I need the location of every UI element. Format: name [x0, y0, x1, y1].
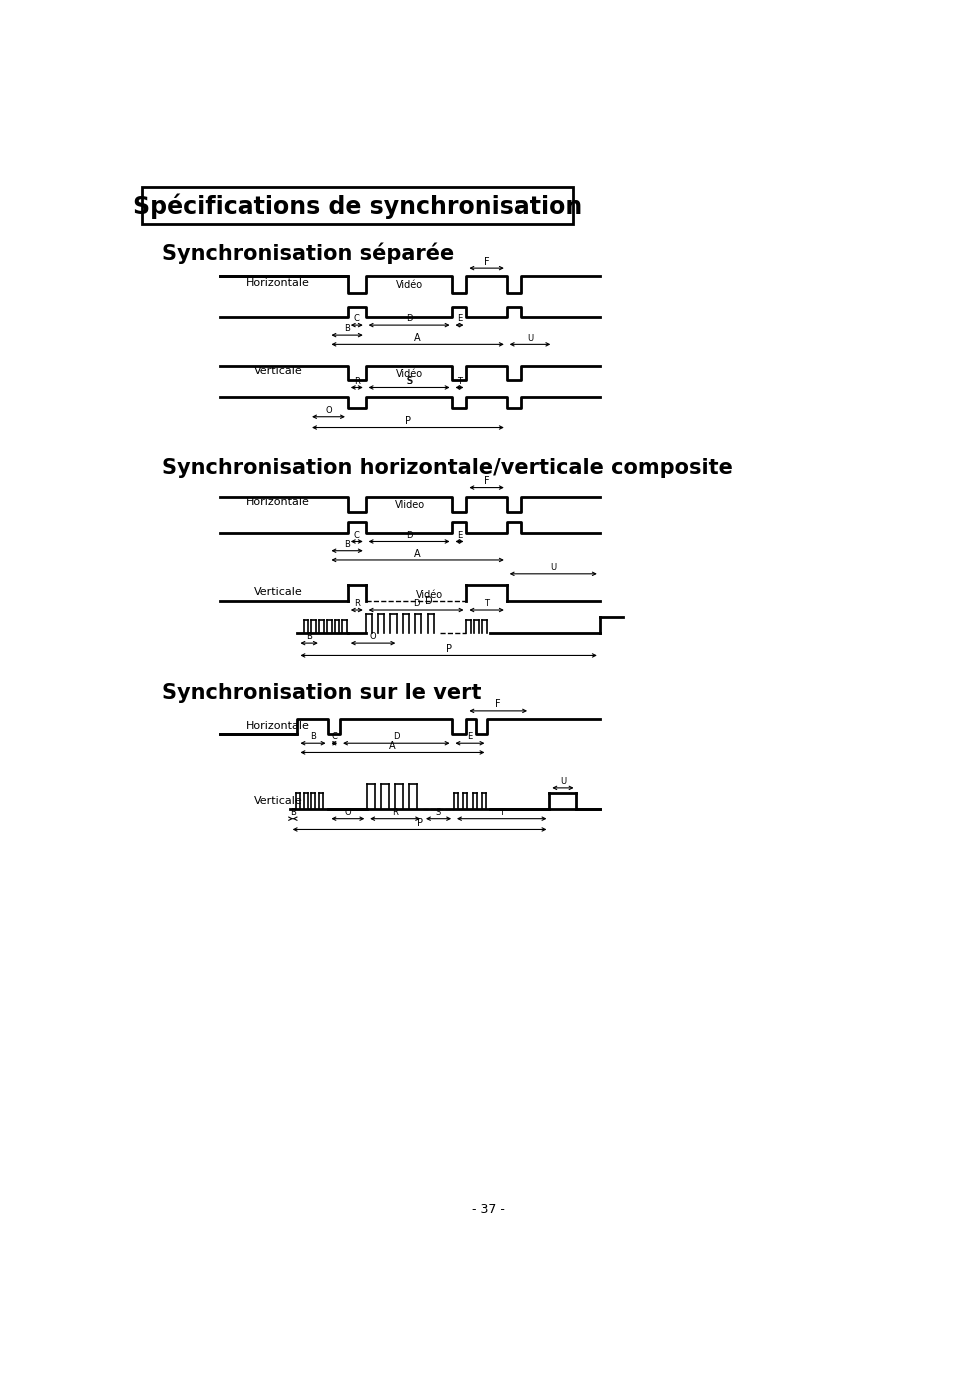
Text: A: A [414, 333, 420, 344]
Bar [142, 188, 572, 224]
Text: U: U [526, 334, 533, 342]
Text: Vidéo: Vidéo [395, 369, 423, 380]
Text: Synchronisation sur le vert: Synchronisation sur le vert [162, 684, 481, 703]
Text: T: T [483, 599, 489, 609]
Text: P: P [445, 645, 451, 655]
Text: E: E [456, 530, 461, 540]
Text: Horizontale: Horizontale [246, 721, 310, 732]
Text: Vidéo: Vidéo [416, 590, 442, 599]
Text: O: O [344, 808, 351, 818]
Text: R: R [392, 808, 397, 818]
Text: S: S [436, 808, 440, 818]
Text: Synchronisation séparée: Synchronisation séparée [162, 243, 454, 264]
Text: B: B [290, 808, 295, 818]
Text: F: F [483, 257, 489, 267]
Text: P: P [404, 416, 411, 427]
Text: Spécifications de synchronisation: Spécifications de synchronisation [132, 193, 581, 218]
Text: D: D [393, 732, 399, 740]
Text: F: F [483, 476, 489, 486]
Text: S: S [406, 376, 413, 385]
Text: Verticale: Verticale [253, 587, 302, 597]
Text: Horizontale: Horizontale [246, 278, 310, 287]
Text: B: B [306, 632, 312, 641]
Text: Vidéo: Vidéo [395, 280, 423, 290]
Text: O: O [325, 406, 332, 416]
Text: A: A [414, 548, 420, 559]
Text: U: U [550, 563, 556, 572]
Text: D: D [425, 595, 433, 606]
Text: C: C [354, 315, 359, 323]
Text: R: R [354, 377, 359, 385]
Text: P: P [416, 819, 422, 829]
Text: Horizontale: Horizontale [246, 497, 310, 507]
Text: T: T [498, 808, 504, 818]
Text: D: D [405, 315, 412, 323]
Text: F: F [495, 699, 500, 708]
Text: B: B [344, 325, 350, 333]
Text: - 37 -: - 37 - [472, 1203, 505, 1215]
Text: Verticale: Verticale [253, 366, 302, 376]
Text: S: S [406, 377, 412, 385]
Text: D: D [413, 599, 419, 609]
Text: B: B [310, 732, 315, 740]
Text: O: O [370, 632, 376, 641]
Text: Verticale: Verticale [253, 795, 302, 807]
Text: U: U [559, 778, 565, 786]
Text: A: A [389, 740, 395, 750]
Text: E: E [467, 732, 472, 740]
Text: D: D [405, 530, 412, 540]
Text: C: C [354, 530, 359, 540]
Text: E: E [456, 315, 461, 323]
Text: Synchronisation horizontale/verticale composite: Synchronisation horizontale/verticale co… [162, 458, 732, 478]
Text: C: C [331, 732, 337, 740]
Text: R: R [354, 599, 359, 609]
Text: B: B [344, 540, 350, 550]
Text: T: T [456, 377, 461, 385]
Text: Vlideo: Vlideo [395, 500, 424, 511]
